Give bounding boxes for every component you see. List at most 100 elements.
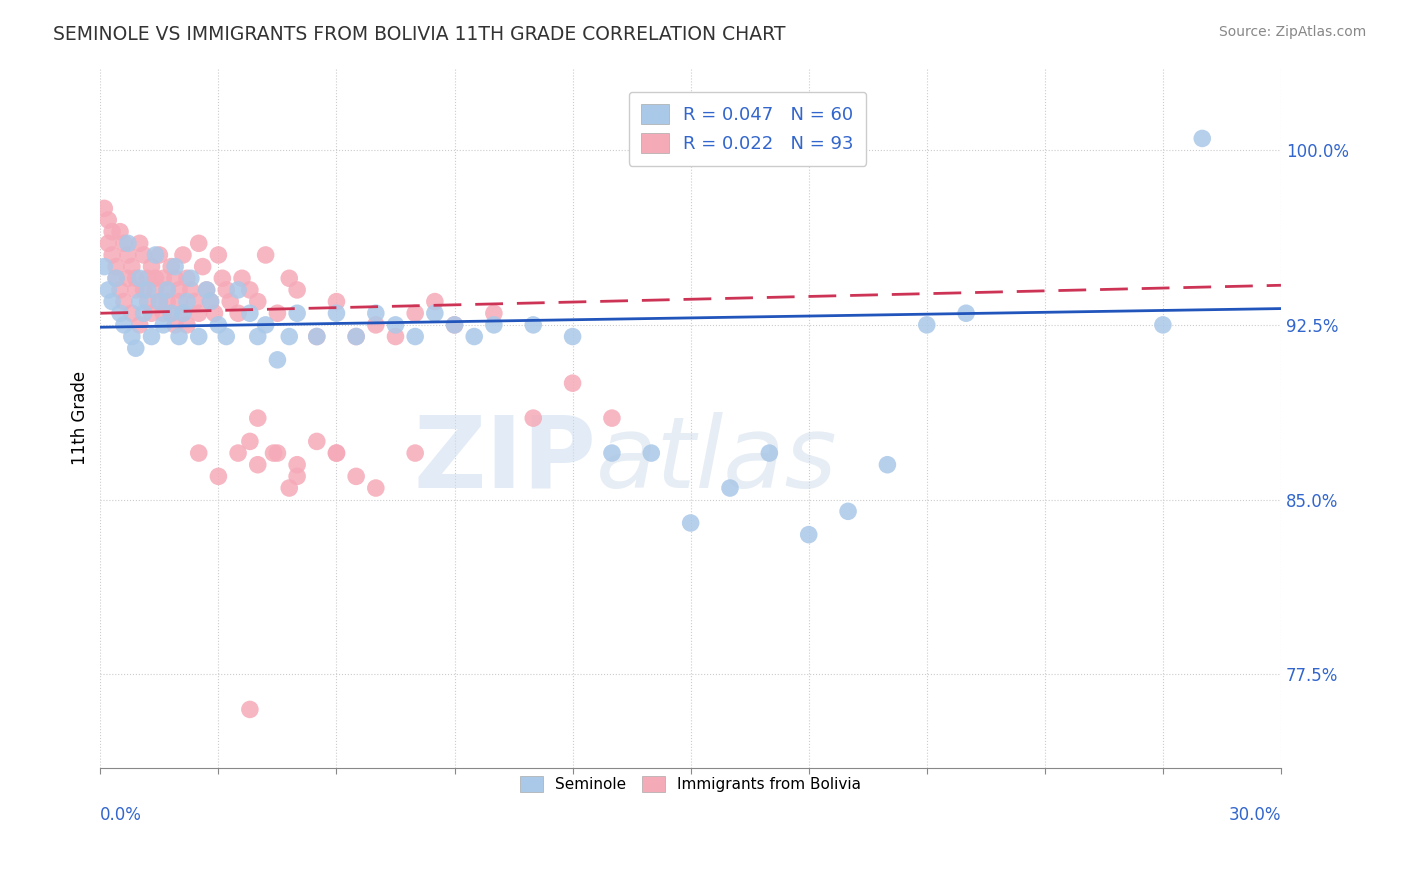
Text: 0.0%: 0.0% (100, 806, 142, 824)
Point (423, 294, 446, 309)
Point (600, 446, 623, 460)
Point (344, 469, 367, 483)
Point (1191, 131, 1213, 145)
Point (443, 318, 465, 332)
Point (207, 469, 229, 483)
Point (148, 248, 170, 262)
Point (148, 294, 170, 309)
Point (156, 283, 179, 297)
Point (423, 306, 446, 320)
Point (132, 248, 155, 262)
Point (172, 306, 194, 320)
Point (482, 318, 505, 332)
Point (117, 236, 139, 251)
Point (246, 458, 269, 472)
Point (211, 271, 233, 285)
Point (679, 516, 702, 530)
Point (148, 294, 170, 309)
Point (172, 248, 194, 262)
Point (266, 446, 288, 460)
Point (482, 306, 505, 320)
Point (105, 271, 128, 285)
Point (128, 271, 150, 285)
Point (219, 294, 242, 309)
Point (278, 481, 301, 495)
Point (145, 283, 167, 297)
Point (165, 271, 187, 285)
Point (97, 213, 120, 227)
Point (561, 376, 583, 391)
Point (384, 318, 406, 332)
Point (180, 283, 202, 297)
Text: Source: ZipAtlas.com: Source: ZipAtlas.com (1219, 25, 1367, 39)
Point (305, 329, 328, 343)
Point (187, 236, 209, 251)
Text: 30.0%: 30.0% (1229, 806, 1281, 824)
Y-axis label: 11th Grade: 11th Grade (72, 371, 89, 465)
Point (204, 306, 226, 320)
Point (404, 446, 426, 460)
Point (600, 411, 623, 425)
Point (105, 271, 128, 285)
Point (364, 306, 387, 320)
Point (1152, 318, 1174, 332)
Point (404, 306, 426, 320)
Point (145, 248, 167, 262)
Point (160, 260, 183, 274)
Point (640, 446, 662, 460)
Point (285, 283, 308, 297)
Point (325, 446, 347, 460)
Point (97, 283, 120, 297)
Point (93, 202, 115, 216)
Point (108, 225, 131, 239)
Point (384, 329, 406, 343)
Point (117, 248, 139, 262)
Text: ZIP: ZIP (413, 411, 596, 508)
Point (285, 458, 308, 472)
Point (278, 271, 301, 285)
Point (167, 283, 190, 297)
Point (344, 329, 367, 343)
Point (180, 271, 202, 285)
Point (207, 318, 229, 332)
Point (231, 271, 253, 285)
Point (184, 294, 207, 309)
Point (955, 306, 977, 320)
Point (156, 283, 179, 297)
Point (125, 271, 148, 285)
Point (128, 236, 150, 251)
Point (101, 248, 124, 262)
Point (108, 306, 131, 320)
Point (187, 306, 209, 320)
Point (561, 329, 583, 343)
Point (101, 294, 124, 309)
Point (239, 306, 262, 320)
Point (172, 306, 194, 320)
Point (239, 702, 262, 716)
Point (136, 271, 159, 285)
Point (718, 481, 741, 495)
Point (207, 248, 229, 262)
Point (254, 318, 277, 332)
Point (97, 236, 120, 251)
Point (165, 260, 187, 274)
Point (136, 283, 159, 297)
Point (463, 329, 485, 343)
Point (141, 306, 163, 320)
Point (125, 283, 148, 297)
Point (152, 306, 174, 320)
Point (121, 306, 143, 320)
Point (325, 306, 347, 320)
Point (364, 318, 387, 332)
Point (239, 434, 262, 449)
Point (200, 294, 222, 309)
Point (121, 260, 143, 274)
Point (215, 329, 238, 343)
Point (837, 504, 859, 518)
Point (176, 271, 198, 285)
Point (263, 446, 285, 460)
Point (128, 294, 150, 309)
Point (226, 446, 249, 460)
Point (246, 411, 269, 425)
Point (141, 260, 163, 274)
